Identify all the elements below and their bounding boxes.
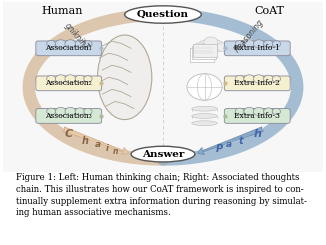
Text: Human: Human: [42, 6, 83, 16]
Ellipse shape: [97, 35, 152, 120]
Text: Answer: Answer: [142, 150, 184, 159]
Text: Reasoning: Reasoning: [233, 18, 266, 54]
Circle shape: [55, 75, 66, 83]
Circle shape: [235, 75, 244, 82]
Circle shape: [264, 108, 273, 115]
Circle shape: [65, 107, 76, 116]
Text: i: i: [106, 144, 109, 153]
Circle shape: [75, 108, 85, 115]
Circle shape: [187, 74, 222, 100]
FancyBboxPatch shape: [36, 41, 102, 56]
Circle shape: [84, 108, 92, 115]
Ellipse shape: [192, 121, 217, 126]
Text: gniknihT: gniknihT: [63, 21, 91, 52]
Text: C: C: [65, 129, 73, 139]
Circle shape: [253, 75, 264, 83]
Circle shape: [75, 75, 85, 83]
Circle shape: [208, 40, 224, 52]
Circle shape: [272, 108, 281, 115]
Circle shape: [244, 107, 255, 116]
FancyBboxPatch shape: [224, 109, 290, 123]
Circle shape: [244, 75, 255, 83]
Circle shape: [264, 75, 273, 83]
Circle shape: [253, 107, 264, 116]
Circle shape: [47, 75, 56, 82]
Text: CoAT: CoAT: [255, 6, 284, 16]
Text: h: h: [81, 135, 88, 146]
Text: Question: Question: [137, 10, 189, 19]
Text: P: P: [215, 144, 222, 154]
FancyBboxPatch shape: [193, 44, 217, 57]
Text: Association₃: Association₃: [45, 112, 92, 120]
Circle shape: [272, 76, 281, 82]
Ellipse shape: [192, 106, 217, 111]
Text: Association₁: Association₁: [45, 44, 92, 52]
Circle shape: [65, 40, 76, 48]
Circle shape: [244, 40, 255, 48]
Circle shape: [216, 43, 228, 51]
Text: Extra Info-1: Extra Info-1: [234, 44, 280, 52]
FancyBboxPatch shape: [224, 41, 290, 56]
Circle shape: [204, 37, 218, 48]
Circle shape: [55, 107, 66, 116]
Circle shape: [264, 40, 273, 48]
Text: n: n: [112, 147, 118, 156]
Circle shape: [235, 108, 244, 115]
FancyBboxPatch shape: [192, 46, 216, 59]
Text: Figure 1: Left: Human thinking chain; Right: Associated thoughts
chain. This ill: Figure 1: Left: Human thinking chain; Ri…: [16, 173, 307, 217]
Ellipse shape: [125, 6, 201, 23]
FancyBboxPatch shape: [36, 76, 102, 91]
Text: h: h: [253, 129, 261, 139]
Ellipse shape: [192, 113, 217, 118]
Circle shape: [84, 41, 92, 47]
Circle shape: [198, 40, 214, 52]
Text: a: a: [95, 140, 100, 149]
FancyBboxPatch shape: [224, 76, 290, 91]
Circle shape: [47, 40, 56, 47]
Text: Association₂: Association₂: [45, 79, 92, 87]
Text: t: t: [239, 135, 244, 146]
Circle shape: [55, 40, 66, 48]
FancyBboxPatch shape: [0, 0, 326, 174]
Circle shape: [235, 40, 244, 47]
FancyBboxPatch shape: [190, 48, 214, 62]
Text: Extra Info-2: Extra Info-2: [234, 79, 280, 87]
Circle shape: [75, 40, 85, 48]
Ellipse shape: [131, 146, 195, 162]
Text: Extra Info-3: Extra Info-3: [234, 112, 280, 120]
Circle shape: [253, 40, 264, 48]
Circle shape: [272, 41, 281, 47]
Circle shape: [84, 76, 92, 82]
Circle shape: [194, 43, 205, 51]
Circle shape: [65, 75, 76, 83]
Text: a: a: [226, 140, 231, 149]
FancyArrowPatch shape: [198, 127, 263, 154]
Circle shape: [47, 108, 56, 115]
FancyBboxPatch shape: [36, 109, 102, 123]
FancyArrowPatch shape: [63, 127, 128, 154]
